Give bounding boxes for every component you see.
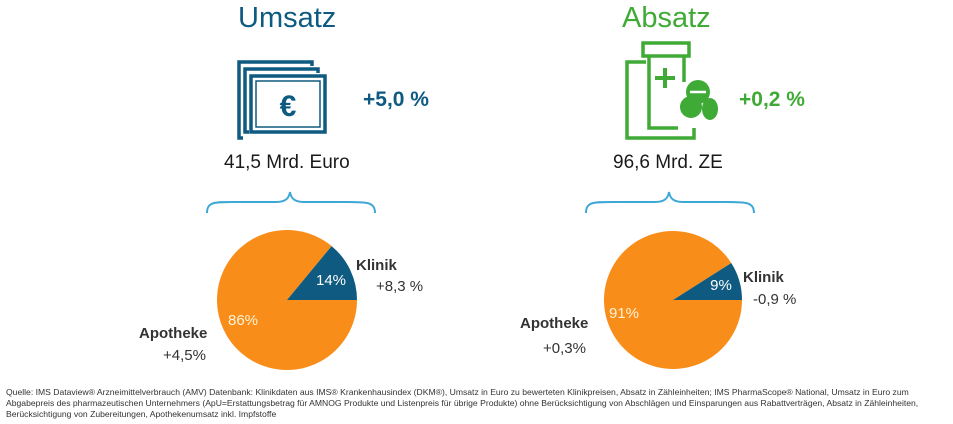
- absatz-growth: +0,2 %: [739, 88, 805, 111]
- umsatz-total: 41,5 Mrd. Euro: [224, 152, 350, 173]
- absatz-klinik-change: -0,9 %: [753, 291, 797, 308]
- pie-label-apotheke: 91%: [609, 305, 639, 322]
- absatz-pie-chart: 91% 9%: [604, 230, 742, 369]
- umsatz-growth: +5,0 %: [363, 88, 429, 111]
- pie-slice-klinik: [673, 263, 742, 300]
- svg-text:€: €: [280, 90, 297, 123]
- euro-banknotes-icon: €: [237, 60, 327, 140]
- pie-label-klinik: 9%: [710, 277, 732, 294]
- absatz-title: Absatz: [622, 2, 711, 34]
- pie-slice-apotheke: [604, 230, 742, 369]
- umsatz-apotheke-change: +4,5%: [163, 347, 206, 364]
- pie-label-klinik: 14%: [316, 272, 346, 289]
- pie-label-apotheke: 86%: [228, 312, 258, 329]
- absatz-total: 96,6 Mrd. ZE: [613, 152, 723, 173]
- umsatz-klinik-change: +8,3 %: [376, 278, 424, 295]
- umsatz-apotheke-label: Apotheke: [139, 325, 208, 342]
- absatz-bracket: [585, 191, 755, 214]
- source-footnote: Quelle: IMS Dataview® Arzneimittelverbra…: [6, 387, 919, 419]
- absatz-klinik-label: Klinik: [743, 269, 784, 286]
- umsatz-title: Umsatz: [238, 2, 337, 34]
- absatz-apotheke-label: Apotheke: [520, 315, 589, 332]
- pie-slice-klinik: [287, 246, 357, 300]
- medicine-pills-icon: [625, 41, 718, 140]
- umsatz-pie-chart: 86% 14%: [217, 230, 357, 370]
- umsatz-bracket: [206, 191, 376, 214]
- absatz-apotheke-change: +0,3%: [543, 340, 586, 357]
- umsatz-klinik-label: Klinik: [356, 257, 397, 274]
